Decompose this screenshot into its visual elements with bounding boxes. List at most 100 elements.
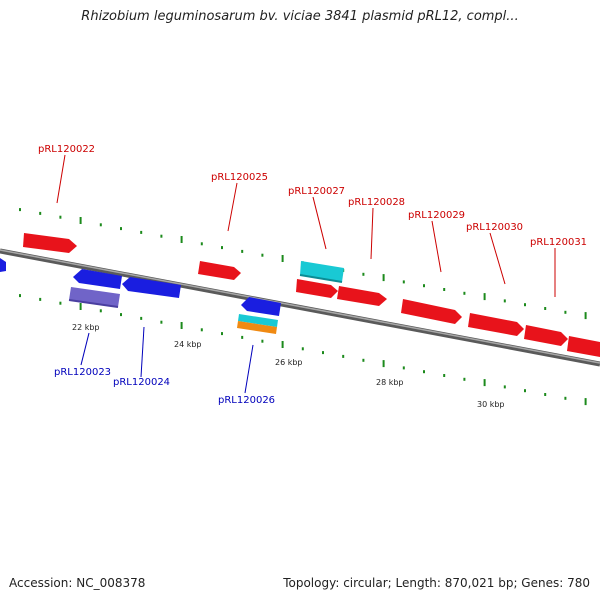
tick-mark [79, 217, 82, 224]
gene-features[interactable] [0, 233, 600, 357]
label-pRL120030[interactable]: pRL120030 [466, 222, 523, 233]
scale-label-24kbp: 24 kbp [174, 340, 202, 349]
label-pRL120022[interactable]: pRL120022 [38, 144, 95, 155]
tick-mark [423, 284, 425, 288]
tick-mark [443, 288, 446, 291]
accession-label: Accession: [9, 576, 73, 590]
tick-mark [261, 253, 264, 257]
tick-mark [180, 322, 183, 329]
label-pRL120026[interactable]: pRL120026 [218, 395, 275, 406]
label-pRL120023[interactable]: pRL120023 [54, 367, 111, 378]
tick-mark [241, 335, 244, 339]
tick-mark [200, 242, 203, 246]
tick-mark [402, 280, 405, 284]
label-pRL120025[interactable]: pRL120025 [211, 172, 268, 183]
label-pRL120027[interactable]: pRL120027 [288, 186, 345, 197]
tick-mark [564, 396, 567, 400]
tick-mark [322, 351, 324, 355]
accession-value: NC_008378 [76, 576, 146, 590]
tick-mark [221, 246, 223, 250]
gene-pRL120027-red[interactable] [296, 279, 338, 298]
tick-mark [463, 291, 466, 295]
tick-mark [281, 341, 284, 348]
summary-footer: Topology: circular; Length: 870,021 bp; … [283, 576, 590, 590]
topology-value: circular [343, 576, 388, 590]
backbone [0, 248, 600, 367]
tick-mark [483, 293, 486, 301]
scale-label-30kbp: 30 kbp [477, 400, 505, 409]
tick-mark [160, 320, 163, 324]
gene-partial-left[interactable] [0, 258, 6, 272]
gene-partial-right[interactable] [567, 336, 600, 357]
label-pRL120024[interactable]: pRL120024 [113, 377, 170, 388]
gene-pRL120031[interactable] [524, 325, 568, 346]
gene-pRL120026-cyan[interactable] [238, 314, 278, 327]
tick-mark [382, 274, 385, 282]
tick-mark [140, 230, 143, 234]
tick-mark [524, 303, 526, 307]
tick-mark [564, 310, 567, 314]
tick-mark [584, 398, 587, 406]
label-pRL120031[interactable]: pRL120031 [530, 237, 587, 248]
map-title: Rhizobium leguminosarum bv. viciae 3841 … [81, 9, 519, 24]
genes-label: Genes: [521, 576, 564, 590]
gene-pRL120023-purple[interactable] [69, 287, 120, 307]
tick-mark [180, 236, 183, 243]
gene-pRL120024[interactable] [122, 277, 181, 298]
tick-mark [160, 234, 163, 238]
tick-mark [362, 358, 365, 362]
tick-mark [402, 366, 405, 370]
tick-mark [382, 360, 385, 368]
forward-gene-labels: pRL120022 pRL120025 pRL120027 pRL120028 … [38, 144, 587, 297]
tick-mark [200, 328, 203, 332]
reverse-gene-labels: pRL120023 pRL120024 pRL120026 [54, 326, 275, 406]
gene-pRL120025[interactable] [198, 261, 241, 280]
tick-mark [59, 215, 62, 219]
tick-mark [120, 227, 122, 231]
tick-mark [423, 370, 425, 374]
tick-mark [140, 316, 143, 320]
tick-mark [544, 393, 547, 396]
scale-label-22kbp: 22 kbp [72, 323, 100, 332]
tick-mark [584, 312, 587, 320]
gene-pRL120022[interactable] [23, 233, 77, 253]
tick-mark [483, 379, 486, 387]
gene-pRL120023-blue[interactable] [73, 269, 122, 289]
tick-mark [463, 377, 466, 381]
tick-mark [362, 272, 365, 276]
tick-mark [19, 208, 21, 212]
scale-label-26kbp: 26 kbp [275, 358, 303, 367]
tick-mark [301, 347, 304, 351]
lower-tick-row [19, 294, 587, 406]
tick-mark [99, 223, 102, 227]
length-label: Length: [395, 576, 441, 590]
gene-pRL120028[interactable] [337, 286, 387, 306]
length-value: 870,021 bp [444, 576, 514, 590]
tick-mark [59, 301, 62, 305]
tick-mark [79, 303, 82, 310]
tick-mark [342, 354, 345, 358]
upper-tick-row [19, 208, 587, 320]
scale-label-28kbp: 28 kbp [376, 378, 404, 387]
label-pRL120029[interactable]: pRL120029 [408, 210, 465, 221]
tick-mark [39, 211, 42, 215]
tick-mark [39, 297, 42, 301]
tick-mark [281, 255, 284, 262]
gene-pRL120030[interactable] [468, 313, 524, 336]
tick-mark [443, 374, 446, 377]
label-pRL120028[interactable]: pRL120028 [348, 197, 405, 208]
tick-mark [19, 294, 21, 298]
scale-labels: 22 kbp 24 kbp 26 kbp 28 kbp 30 kbp [72, 323, 505, 409]
tick-mark [120, 313, 122, 317]
tick-mark [503, 299, 506, 303]
tick-mark [524, 389, 526, 393]
gene-pRL120026-orange[interactable] [237, 321, 277, 334]
tick-mark [99, 309, 102, 313]
accession-footer: Accession: NC_008378 [9, 576, 145, 590]
tick-mark [503, 385, 506, 389]
topology-label: Topology: [283, 576, 340, 590]
gene-pRL120026-blue[interactable] [241, 297, 281, 316]
gene-pRL120029[interactable] [401, 299, 462, 324]
tick-mark [241, 249, 244, 253]
